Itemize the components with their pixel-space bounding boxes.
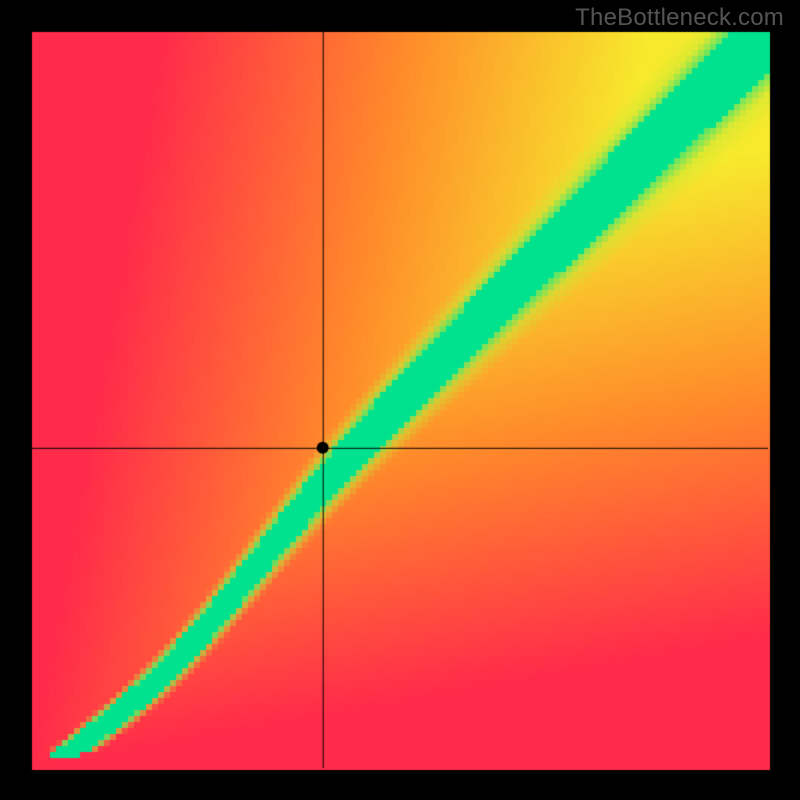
heatmap-canvas [0,0,800,800]
watermark-text: TheBottleneck.com [575,4,784,32]
